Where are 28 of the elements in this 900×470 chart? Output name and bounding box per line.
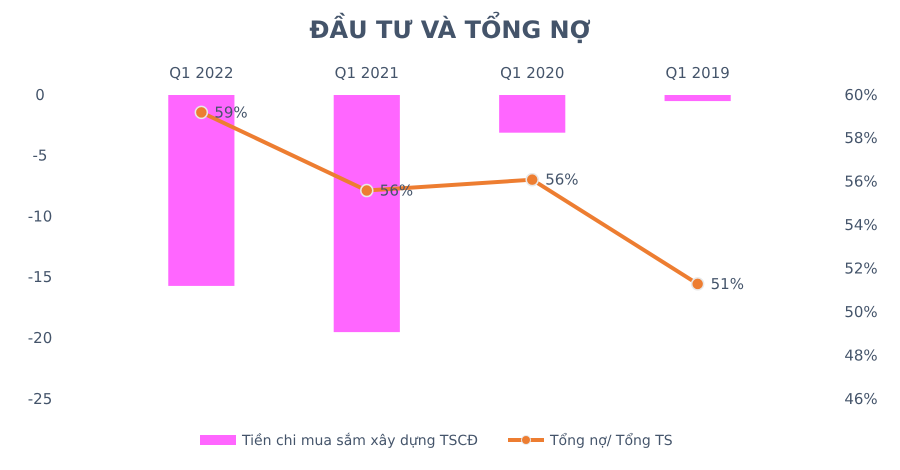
point: [360, 184, 374, 198]
point: [525, 172, 539, 186]
y-tick-label: -25: [28, 390, 52, 408]
y2-tick-label: 54%: [844, 216, 878, 234]
x-tick-label: Q1 2022: [169, 64, 234, 82]
y-tick-label: 0: [35, 86, 45, 104]
x-tick-label: Q1 2021: [334, 64, 399, 82]
data-label: 56%: [545, 170, 579, 189]
chart-title: ĐẦU TƯ VÀ TỔNG NỢ: [309, 11, 591, 44]
y-tick-label: -5: [32, 146, 48, 165]
y2-tick-label: 46%: [844, 390, 878, 408]
y-tick-label: -15: [28, 268, 52, 286]
y2-tick-label: 50%: [844, 302, 878, 321]
point: [194, 106, 208, 120]
data-label: 51%: [710, 274, 744, 293]
legend-label: Tiền chi mua sắm xây dựng TSCĐ: [241, 432, 478, 449]
x-tick-label: Q1 2020: [500, 64, 564, 82]
y2-tick-label: 48%: [844, 346, 878, 364]
y2-tick-label: 58%: [844, 129, 878, 148]
x-tick-label: Q1 2019: [666, 64, 730, 82]
y-tick-label: -10: [28, 207, 52, 226]
point: [690, 277, 704, 291]
y-tick-label: -20: [28, 329, 52, 347]
y2-tick-label: 56%: [844, 172, 878, 191]
data-label: 56%: [380, 182, 414, 200]
y2-tick-label: 60%: [844, 86, 878, 104]
legend-label: Tổng nợ/ Tổng TS: [549, 432, 673, 449]
y2-tick-label: 52%: [844, 260, 878, 278]
